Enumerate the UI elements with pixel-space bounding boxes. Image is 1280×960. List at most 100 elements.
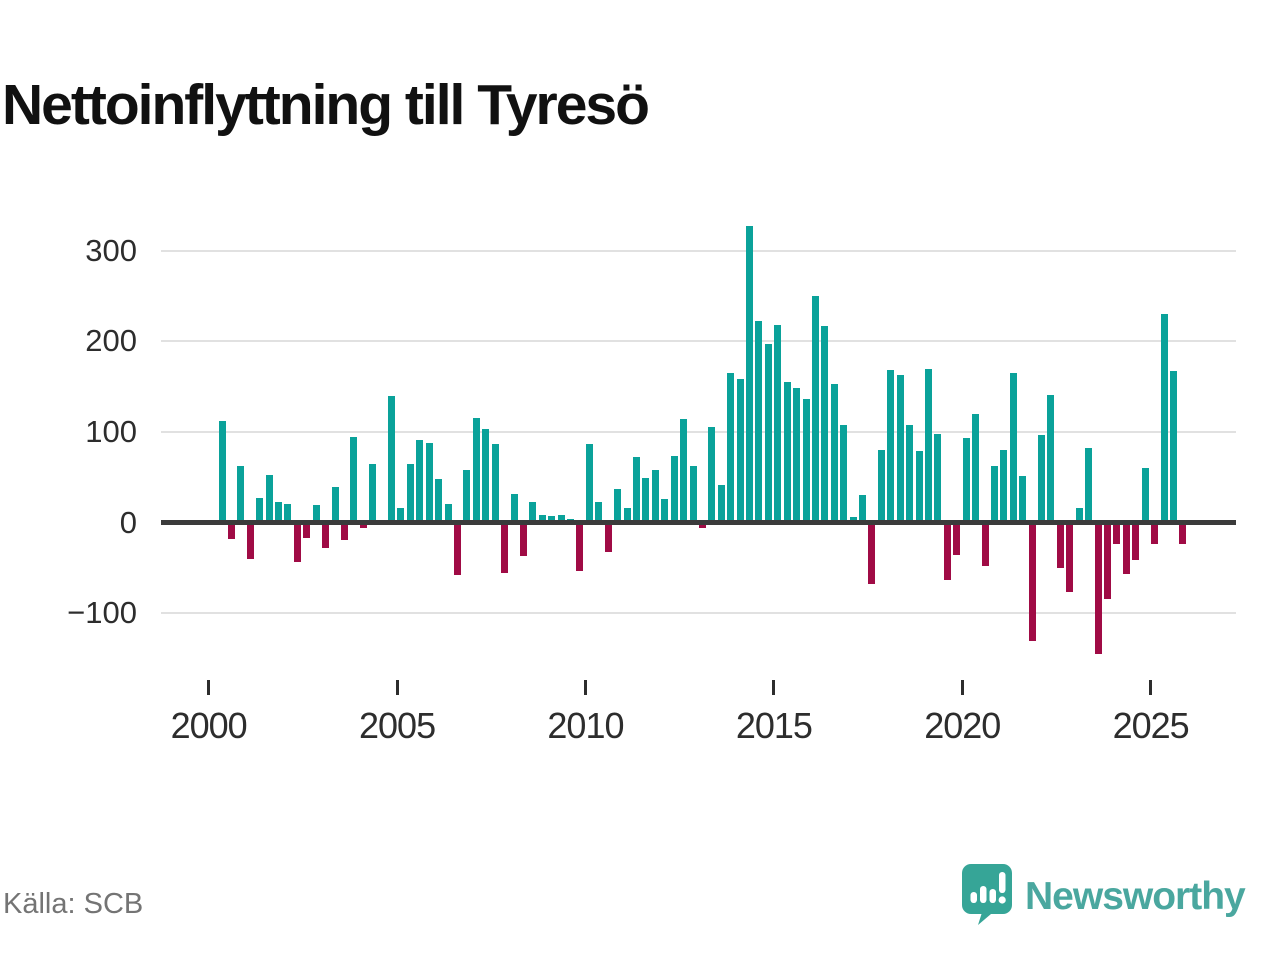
newsworthy-logo-icon (961, 863, 1013, 931)
bar (529, 501, 537, 523)
bar (482, 429, 490, 523)
bar (454, 522, 461, 576)
bar (877, 450, 885, 523)
bar (1019, 476, 1027, 523)
bar (444, 503, 452, 523)
bar (802, 399, 810, 523)
y-tick-label: 100 (85, 414, 137, 449)
bar (849, 517, 857, 523)
bar (1141, 468, 1149, 523)
bar (425, 442, 433, 523)
bar (275, 501, 283, 523)
x-tick-label: 2005 (359, 705, 436, 746)
bar (981, 522, 989, 567)
bar (1169, 371, 1177, 523)
bar (717, 484, 725, 523)
bar (698, 522, 706, 529)
bar (1000, 450, 1008, 523)
bar (642, 478, 650, 523)
bar (1122, 522, 1130, 575)
bar (632, 457, 640, 523)
bar (1179, 522, 1187, 545)
gridline (161, 612, 1236, 615)
bar (1066, 522, 1074, 592)
bar (859, 495, 867, 523)
bar (896, 374, 904, 523)
y-axis-labels: 300 200 100 0 −100 (0, 0, 137, 960)
bar (1085, 448, 1093, 523)
x-tick-mark (583, 680, 587, 695)
bar (322, 522, 330, 549)
bar (915, 451, 923, 523)
bar (1038, 434, 1046, 523)
bar (811, 295, 819, 523)
bar (388, 395, 396, 523)
bar (1028, 522, 1036, 641)
x-tick-label: 2020 (924, 705, 1001, 746)
x-tick-label: 2000 (170, 705, 248, 746)
bar (783, 382, 791, 523)
x-tick-label: 2010 (547, 705, 624, 746)
chart-title: Nettoinflyttning till Tyresö (2, 73, 650, 138)
bar (680, 419, 688, 523)
bar (350, 436, 358, 523)
bar (284, 503, 292, 523)
x-tick-mark (772, 680, 776, 695)
bar (962, 438, 970, 523)
bar (972, 413, 980, 523)
y-tick-label: −100 (67, 595, 137, 631)
bar (463, 470, 471, 523)
bar (840, 424, 848, 523)
bar (746, 226, 754, 523)
bar (340, 522, 348, 540)
bar (736, 379, 744, 523)
bar (1075, 508, 1083, 523)
bar (359, 522, 367, 529)
y-tick-label: 300 (85, 232, 137, 268)
bar (1009, 373, 1017, 523)
bar (435, 479, 443, 523)
bar (538, 515, 546, 523)
bar (331, 487, 339, 523)
bar (925, 368, 932, 523)
bar (218, 421, 226, 523)
bar (953, 522, 961, 556)
bar (246, 522, 254, 559)
bar (548, 516, 556, 523)
bar (265, 474, 273, 523)
bar (519, 522, 527, 557)
bar (727, 373, 735, 523)
bar (369, 463, 377, 523)
bar (623, 508, 631, 523)
bar (990, 466, 998, 523)
bar (708, 427, 716, 523)
bar (689, 466, 697, 523)
bar (614, 489, 622, 523)
bar (416, 440, 424, 523)
bar (510, 493, 518, 523)
bar (585, 443, 593, 523)
bar (821, 325, 829, 523)
bar (293, 522, 301, 562)
bar (868, 522, 876, 585)
bar (670, 456, 678, 523)
bar (312, 504, 320, 523)
newsworthy-logo: Newsworthy (961, 863, 1246, 931)
x-tick-mark (960, 680, 964, 695)
bar (764, 344, 772, 523)
x-tick-mark (395, 680, 399, 695)
bar (793, 388, 801, 523)
bar (906, 424, 914, 523)
bar (1056, 522, 1064, 569)
y-tick-label: 0 (119, 504, 137, 540)
bar (887, 370, 895, 523)
x-tick-mark (207, 680, 211, 695)
bar (604, 522, 612, 552)
bar (774, 324, 782, 523)
gridline (161, 431, 1236, 433)
bar (661, 499, 669, 523)
bar (1160, 314, 1168, 523)
bar (576, 522, 584, 571)
